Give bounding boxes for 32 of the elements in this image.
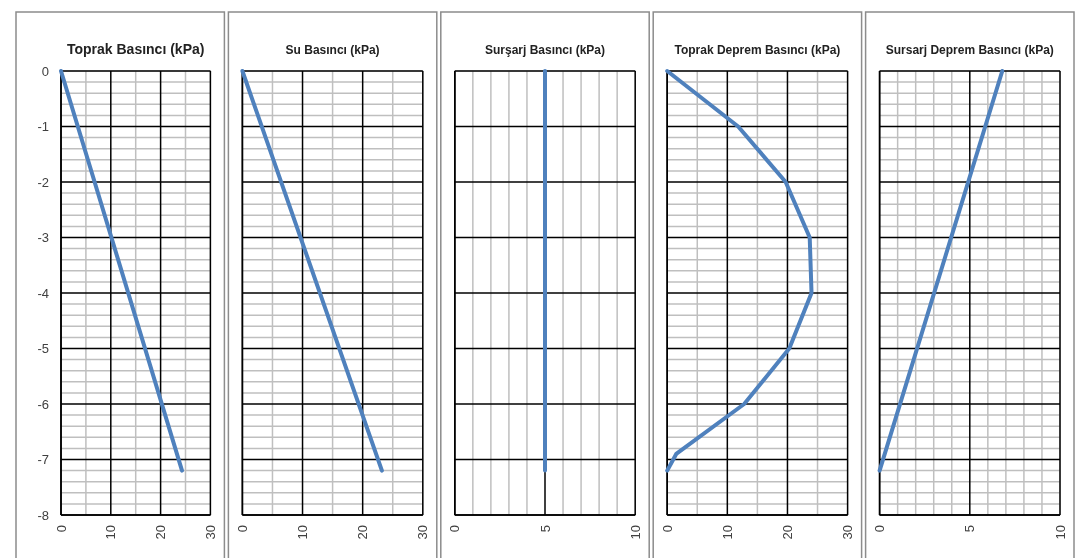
x-tick-label: 0 [872,525,888,533]
x-tick-label: 0 [447,525,463,533]
x-tick-label: 10 [1052,525,1068,540]
chart-title: Su Basıncı (kPa) [285,43,380,57]
x-tick-label: 0 [659,525,675,533]
x-tick-label: 0 [53,525,69,533]
y-tick-label: -1 [37,119,49,135]
x-tick-label: 30 [202,525,218,540]
chart-title: Toprak Basıncı (kPa) [66,41,205,57]
y-tick-label: -8 [37,507,49,523]
chart-title: Sursarj Deprem Basıncı (kPa) [885,43,1054,57]
x-tick-label: 30 [840,525,856,540]
y-tick-label: 0 [41,63,49,79]
x-tick-label: 20 [355,525,371,540]
x-tick-label: 5 [537,525,553,533]
y-tick-label: -3 [37,230,49,246]
y-tick-label: -7 [37,452,49,468]
chart-title: Toprak Deprem Basıncı (kPa) [674,43,841,57]
x-tick-label: 20 [153,525,169,540]
x-tick-label: 20 [780,525,796,540]
y-tick-label: -5 [37,341,49,357]
x-tick-label: 10 [295,525,311,540]
x-tick-label: 5 [962,525,978,533]
y-tick-label: -4 [37,285,49,301]
x-tick-label: 10 [719,525,735,540]
chart-title: Surşarj Basıncı (kPa) [484,43,606,57]
x-tick-label: 30 [415,525,431,540]
x-tick-label: 10 [103,525,119,540]
x-tick-label: 10 [627,525,643,540]
x-tick-label: 0 [234,525,250,533]
y-tick-label: -6 [37,396,49,412]
y-tick-label: -2 [37,174,49,190]
